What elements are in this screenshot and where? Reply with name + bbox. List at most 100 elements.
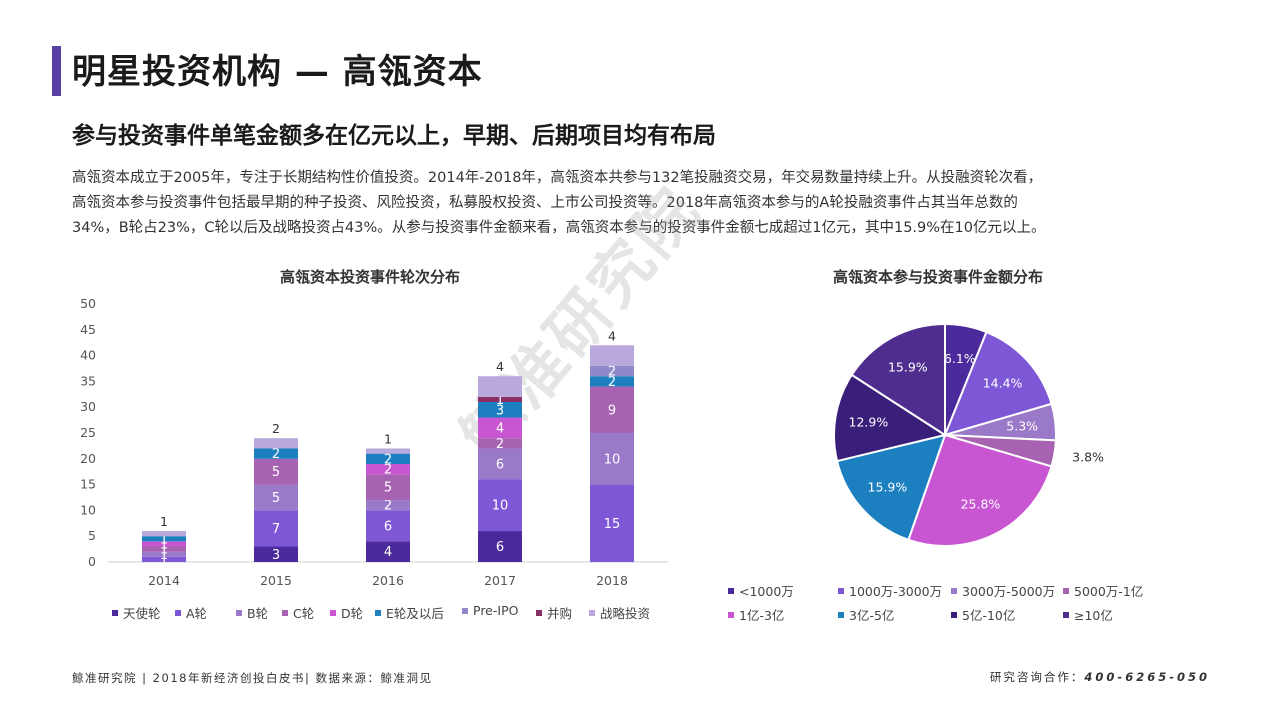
legend-swatch	[951, 611, 957, 618]
x-tick-label: 2016	[372, 573, 404, 588]
pie-data-label: 15.9%	[868, 480, 908, 495]
bar-data-label: 1	[160, 537, 168, 552]
legend-item: 并购	[536, 603, 572, 622]
bar-segment	[590, 365, 634, 377]
legend-swatch	[728, 611, 734, 618]
pie-chart-legend: <1000万 1000万-3000万 3000万-5000万 5000万-1亿 1亿-3…	[728, 581, 1188, 625]
bar-segment	[254, 438, 298, 449]
legend-swatch	[1063, 611, 1069, 618]
bar-data-label: 4	[496, 421, 504, 436]
legend-item: Pre-IPO	[462, 603, 518, 618]
legend-swatch	[536, 609, 542, 616]
y-tick-label: 15	[80, 477, 96, 492]
bar-chart-title: 高瓴资本投资事件轮次分布	[280, 268, 461, 286]
legend-swatch	[951, 587, 957, 594]
legend-label: E轮及以后	[386, 606, 444, 621]
legend-item: A轮	[175, 603, 207, 622]
bar-segment	[254, 510, 298, 547]
bar-data-label: 6	[496, 457, 504, 472]
y-tick-label: 10	[80, 502, 96, 517]
legend-swatch	[589, 609, 595, 616]
legend-item: 天使轮	[112, 603, 161, 622]
legend-label: C轮	[293, 606, 315, 621]
y-tick-label: 45	[80, 322, 96, 337]
bar-data-label: 5	[272, 491, 280, 506]
y-tick-label: 30	[80, 399, 96, 414]
bar-segment	[478, 531, 522, 562]
title-accent-bar	[52, 46, 61, 96]
legend-item: ≥10亿	[1063, 605, 1113, 624]
pie-data-label: 14.4%	[983, 375, 1023, 390]
bar-segment	[590, 345, 634, 366]
bar-segment	[254, 448, 298, 459]
legend-item: B轮	[236, 603, 268, 622]
legend-swatch	[728, 587, 734, 594]
legend-label: D轮	[341, 606, 364, 621]
legend-swatch	[282, 609, 288, 616]
bar-segment	[142, 551, 186, 557]
legend-label: B轮	[247, 606, 269, 621]
bar-segment	[366, 510, 410, 542]
bar-segment	[366, 448, 410, 454]
legend-swatch	[330, 609, 336, 616]
bar-segment	[366, 453, 410, 464]
pie-chart: 6.1% 14.4% 5.3% 3.8% 25.8% 15.9% 12.9% 15.9%	[833, 322, 1104, 547]
bar-data-label: 4	[608, 328, 616, 343]
legend-item: 3亿-5亿	[838, 605, 894, 624]
legend-item: C轮	[282, 603, 314, 622]
legend-label: ≥10亿	[1074, 608, 1113, 623]
page-title: 明星投资机构 — 高瓴资本	[72, 52, 483, 92]
legend-label: 3亿-5亿	[849, 608, 895, 623]
pie-slice	[943, 330, 1053, 437]
bar-segment	[590, 376, 634, 387]
bar-segment	[142, 536, 186, 542]
bar-data-label: 2	[272, 421, 280, 436]
pie-chart-title: 高瓴资本参与投资事件金额分布	[833, 268, 1044, 286]
x-tick-label: 2015	[260, 573, 292, 588]
bar-segment	[142, 556, 186, 562]
bar-segment	[366, 500, 410, 511]
bar-chart-legend: 天使轮 A轮 B轮 C轮 D轮 E轮及以后 Pre-IPO 并购 战略投资	[112, 603, 672, 623]
bar-data-label: 2	[384, 452, 392, 467]
legend-label: <1000万	[739, 584, 794, 599]
legend-label: 天使轮	[123, 606, 161, 621]
bar-data-label: 3	[496, 403, 504, 418]
bar-chart: 0510152025303540455020141111112015375522…	[80, 296, 668, 588]
bar-data-label: 3	[272, 548, 280, 563]
x-tick-label: 2018	[596, 573, 628, 588]
bar-data-label: 1	[160, 548, 168, 563]
bar-data-label: 2	[384, 499, 392, 514]
legend-label: 1000万-3000万	[849, 584, 943, 599]
footer-contact: 研究咨询合作：400-6265-050	[990, 669, 1210, 685]
y-tick-label: 25	[80, 425, 96, 440]
footer-phone: 400-6265-050	[1084, 670, 1210, 684]
bar-data-label: 7	[272, 522, 280, 537]
legend-item: 1亿-3亿	[728, 605, 784, 624]
bar-segment	[254, 484, 298, 511]
bar-segment	[142, 546, 186, 552]
pie-slice	[835, 433, 947, 542]
y-tick-label: 0	[88, 554, 96, 569]
legend-item: <1000万	[728, 581, 794, 600]
bar-data-label: 1	[160, 543, 168, 558]
bar-data-label: 1	[384, 431, 392, 446]
legend-item: 5000万-1亿	[1063, 581, 1143, 600]
bar-data-label: 9	[608, 403, 616, 418]
page-subtitle: 参与投资事件单笔金额多在亿元以上，早期、后期项目均有布局	[72, 123, 716, 149]
bar-segment	[590, 484, 634, 562]
pie-slice	[907, 433, 1053, 547]
pie-data-label: 5.3%	[1006, 418, 1038, 433]
bar-segment	[478, 376, 522, 397]
description-line: 高瓴资本参与投资事件包括最早期的种子投资、风险投资，私募股权投资、上市公司投资等…	[72, 195, 1018, 211]
pie-slice	[833, 373, 948, 463]
bar-segment	[366, 463, 410, 475]
legend-item: D轮	[330, 603, 363, 622]
legend-swatch	[462, 607, 468, 614]
bar-segment	[254, 458, 298, 485]
bar-data-label: 5	[272, 465, 280, 480]
bar-segment	[478, 417, 522, 439]
description-line: 高瓴资本成立于2005年，专注于长期结构性价值投资。2014年-2018年，高瓴…	[72, 170, 1043, 186]
description-text: 高瓴资本成立于2005年，专注于长期结构性价值投资。2014年-2018年，高瓴…	[72, 166, 1232, 241]
legend-label: 并购	[547, 606, 573, 621]
legend-item: E轮及以后	[375, 603, 444, 622]
